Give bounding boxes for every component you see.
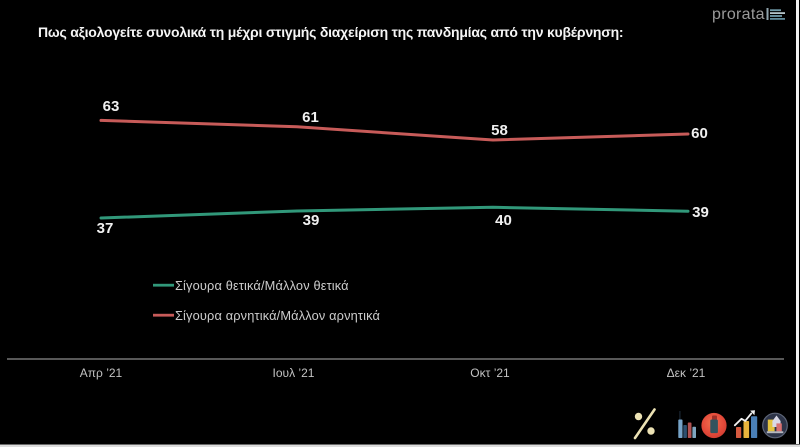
- svg-text:39: 39: [692, 204, 709, 221]
- svg-text:Απρ ’21: Απρ ’21: [80, 366, 123, 380]
- svg-text:Σίγουρα θετικά/Μάλλον θετικά: Σίγουρα θετικά/Μάλλον θετικά: [175, 278, 349, 293]
- svg-text:prorata: prorata: [712, 6, 765, 23]
- svg-text:58: 58: [491, 122, 508, 139]
- svg-text:61: 61: [302, 109, 319, 126]
- svg-text:Σίγουρα αρνητικά/Μάλλον αρνητι: Σίγουρα αρνητικά/Μάλλον αρνητικά: [175, 308, 381, 323]
- svg-text:63: 63: [103, 98, 120, 115]
- svg-text:Ιουλ ’21: Ιουλ ’21: [273, 366, 315, 380]
- svg-text:40: 40: [495, 212, 512, 229]
- svg-text:60: 60: [691, 125, 708, 142]
- svg-text:Δεκ ’21: Δεκ ’21: [667, 366, 706, 380]
- svg-text:39: 39: [303, 212, 320, 229]
- svg-text:Οκτ ’21: Οκτ ’21: [470, 366, 510, 380]
- svg-text:37: 37: [97, 220, 114, 237]
